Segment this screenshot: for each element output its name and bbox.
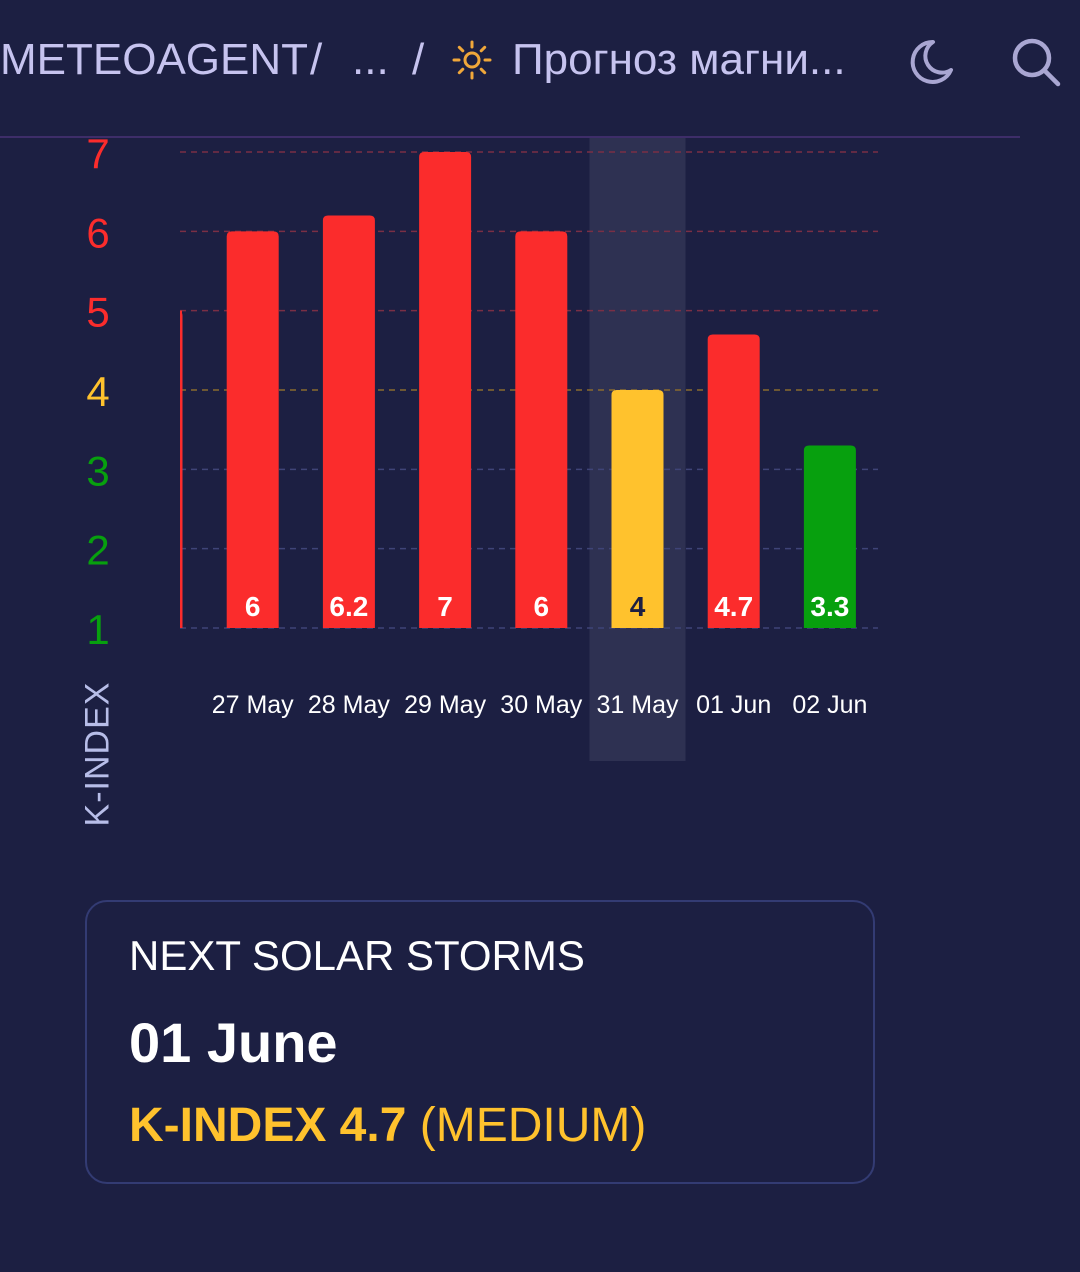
bar-27-may[interactable] (226, 231, 279, 628)
y-tick-label: 7 (86, 138, 109, 177)
bar-value-label: 7 (437, 591, 453, 622)
storm-level: (MEDIUM) (419, 1099, 647, 1152)
bar-ay[interactable] (131, 311, 183, 628)
x-tick-label: ay (143, 691, 170, 719)
x-tick-label: 30 May (500, 691, 582, 719)
kindex-value: K-INDEX 4.7 (129, 1099, 407, 1152)
bar-value-label: 4.7 (714, 591, 753, 622)
bar-value-label: 3.3 (810, 591, 849, 622)
breadcrumb-separator: / (412, 35, 425, 84)
bar-02-jun[interactable] (803, 445, 856, 628)
x-tick-label: 28 May (308, 691, 390, 719)
breadcrumb-separator: / (310, 35, 323, 84)
next-storm-card[interactable]: NEXT SOLAR STORMS 01 June K-INDEX 4.7 (M… (85, 900, 875, 1184)
y-tick-label: 5 (86, 289, 109, 336)
x-tick-label: 27 May (212, 691, 294, 719)
x-tick-label: 29 May (404, 691, 486, 719)
bar-31-may[interactable] (611, 390, 664, 628)
y-tick-label: 4 (86, 368, 109, 415)
bar-value-label: 6 (534, 591, 550, 622)
bar-29-may[interactable] (419, 152, 472, 628)
kindex-chart: 1 2 3 4 5 6 7 6 6.2 7 6 4 4.7 3.3 ay 27 May 28 May 29 May… (0, 130, 1080, 858)
y-tick-label: 1 (86, 606, 109, 653)
header-divider (0, 136, 1020, 138)
storm-date: 01 June (129, 1011, 338, 1074)
bar-value-label: 6.2 (329, 591, 368, 622)
bar-30-may[interactable] (515, 231, 568, 628)
breadcrumb-ellipsis[interactable]: ... (352, 35, 389, 84)
y-tick-label: 6 (86, 209, 109, 256)
top-bar: METEOAGENT / ... / Прогноз магни... (0, 0, 1080, 120)
x-tick-label: 31 May (597, 691, 679, 719)
moon-icon[interactable] (903, 34, 959, 90)
kindex-bar-chart: 1 2 3 4 5 6 7 6 6.2 7 6 4 4.7 3.3 ay 27 May 28 May 29 May… (86, 130, 878, 761)
breadcrumb-home[interactable]: METEOAGENT (0, 35, 309, 84)
search-icon[interactable] (1008, 34, 1064, 90)
bar-28-may[interactable] (322, 215, 375, 628)
page-title: Прогноз магни... (512, 35, 846, 84)
y-axis-label: K-INDEX (78, 681, 117, 827)
bar-value-label: 4 (630, 591, 646, 622)
sun-icon (452, 40, 492, 80)
x-tick-label: 02 Jun (792, 691, 867, 719)
x-tick-label: 01 Jun (696, 691, 771, 719)
card-heading: NEXT SOLAR STORMS (129, 932, 585, 979)
bar-01-jun[interactable] (707, 334, 760, 628)
y-tick-label: 2 (86, 527, 109, 574)
bar-value-label: 6 (245, 591, 261, 622)
storm-kindex: K-INDEX 4.7 (MEDIUM) (129, 1098, 646, 1153)
y-tick-label: 3 (86, 447, 109, 494)
bars-group: 6 6.2 7 6 4 4.7 3.3 (131, 152, 856, 628)
x-labels-group: ay 27 May 28 May 29 May 30 May 31 May 01 Jun 02… (143, 691, 868, 719)
